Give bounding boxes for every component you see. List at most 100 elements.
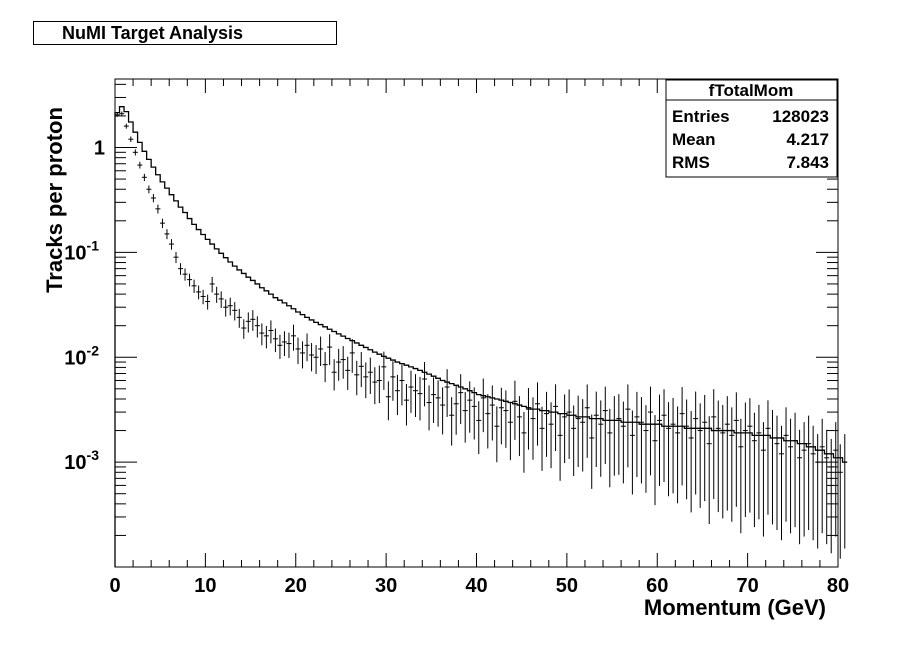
data-point <box>408 370 414 413</box>
data-point <box>647 386 653 476</box>
data-point <box>123 123 129 129</box>
data-point <box>263 326 269 349</box>
data-point <box>553 384 559 452</box>
data-points <box>114 111 848 559</box>
data-point <box>449 397 455 446</box>
data-point <box>295 337 301 365</box>
data-point <box>164 229 170 240</box>
data-point <box>562 394 568 464</box>
data-point <box>381 351 387 390</box>
data-point <box>715 400 721 513</box>
data-point <box>431 377 437 423</box>
stats-rms-value: 7.843 <box>786 153 829 172</box>
data-point <box>322 352 328 383</box>
stats-mean-value: 4.217 <box>786 130 829 149</box>
data-point <box>733 392 739 507</box>
data-point <box>688 411 694 513</box>
data-point <box>616 394 622 475</box>
data-point <box>318 336 324 367</box>
y-tick-label: 10-1 <box>64 237 99 264</box>
data-point <box>128 136 134 143</box>
data-point <box>788 418 794 534</box>
data-point <box>232 302 238 321</box>
data-point <box>422 362 428 407</box>
data-point <box>697 403 703 508</box>
data-point <box>444 369 450 417</box>
data-point <box>548 402 554 469</box>
x-tick-label: 10 <box>194 575 216 597</box>
data-point <box>268 320 274 344</box>
data-point <box>191 279 197 293</box>
data-point <box>209 276 215 293</box>
data-point <box>783 407 789 522</box>
data-point <box>571 405 577 477</box>
data-point <box>539 406 545 471</box>
data-point <box>403 383 409 426</box>
data-point <box>503 390 509 448</box>
data-point <box>399 364 405 406</box>
data-point <box>684 399 690 500</box>
x-tick-label: 70 <box>737 575 759 597</box>
data-point <box>340 346 346 379</box>
data-point <box>376 365 382 404</box>
data-point <box>254 316 260 338</box>
data-point <box>363 362 369 399</box>
data-point <box>634 391 640 478</box>
data-point <box>810 425 816 541</box>
data-point <box>114 112 120 117</box>
x-tick-label: 40 <box>465 575 487 597</box>
data-point <box>620 401 626 484</box>
x-tick-label: 60 <box>646 575 668 597</box>
data-point <box>535 382 541 446</box>
data-point <box>828 438 834 554</box>
data-point <box>218 291 224 309</box>
x-axis-label: Momentum (GeV) <box>644 595 826 620</box>
stats-box: fTotalMom Entries 128023 Mean 4.217 RMS … <box>665 79 838 178</box>
data-point <box>214 286 220 303</box>
data-point <box>738 418 744 534</box>
data-point <box>354 360 360 396</box>
x-tick-label: 50 <box>556 575 578 597</box>
data-point <box>720 404 726 519</box>
data-point <box>589 414 595 489</box>
data-point <box>440 387 446 435</box>
data-point <box>227 297 233 316</box>
data-point <box>516 396 522 457</box>
data-point <box>132 149 138 156</box>
data-point <box>666 402 672 497</box>
data-point <box>702 394 708 502</box>
y-tick-label: 10-3 <box>64 447 99 474</box>
data-point <box>223 299 229 317</box>
data-point <box>661 389 667 482</box>
data-point <box>580 399 586 472</box>
data-point <box>471 387 477 440</box>
data-point <box>837 444 843 559</box>
x-tick-label: 0 <box>109 575 120 597</box>
data-point <box>792 412 798 528</box>
data-point <box>729 407 735 522</box>
stats-mean-label: Mean <box>672 130 715 149</box>
data-point <box>769 409 775 525</box>
data-point <box>241 319 247 339</box>
data-point <box>155 204 161 214</box>
data-point <box>435 380 441 427</box>
data-point <box>530 397 536 460</box>
data-point <box>272 328 278 353</box>
data-point <box>304 333 310 362</box>
data-point <box>566 389 572 460</box>
stats-rms-label: RMS <box>672 153 710 172</box>
data-point <box>842 434 848 549</box>
data-point <box>159 218 165 229</box>
x-tick-label: 80 <box>827 575 849 597</box>
data-point <box>345 356 351 390</box>
data-point <box>372 367 378 405</box>
data-point <box>760 422 766 537</box>
data-point <box>150 194 156 203</box>
data-point <box>593 391 599 467</box>
data-point <box>476 401 482 455</box>
data-point <box>281 331 287 356</box>
axis-ticks <box>114 79 839 568</box>
data-point <box>458 374 464 425</box>
data-point <box>657 394 663 486</box>
y-axis-label: Tracks per proton <box>42 107 67 293</box>
